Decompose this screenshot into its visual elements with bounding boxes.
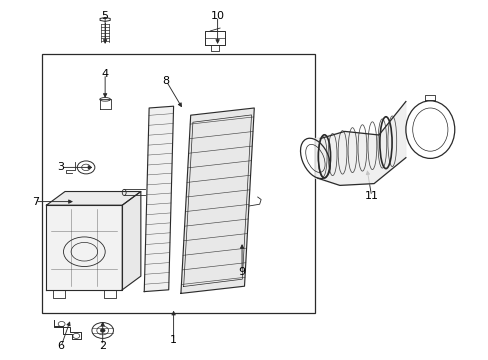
Polygon shape — [315, 102, 405, 185]
Polygon shape — [46, 192, 141, 205]
Text: 2: 2 — [99, 341, 106, 351]
Text: 1: 1 — [170, 335, 177, 345]
Text: 11: 11 — [364, 191, 378, 201]
Text: 4: 4 — [102, 69, 108, 79]
Text: 6: 6 — [58, 341, 64, 351]
Text: 8: 8 — [163, 76, 169, 86]
Polygon shape — [181, 108, 254, 293]
Circle shape — [100, 329, 105, 332]
Polygon shape — [144, 106, 173, 292]
Text: 7: 7 — [32, 197, 39, 207]
Polygon shape — [46, 205, 122, 290]
Polygon shape — [122, 192, 141, 290]
Text: 10: 10 — [210, 11, 224, 21]
Text: 9: 9 — [238, 267, 245, 277]
Bar — [41, 54, 315, 313]
Text: 3: 3 — [58, 162, 64, 172]
Text: 5: 5 — [102, 11, 108, 21]
